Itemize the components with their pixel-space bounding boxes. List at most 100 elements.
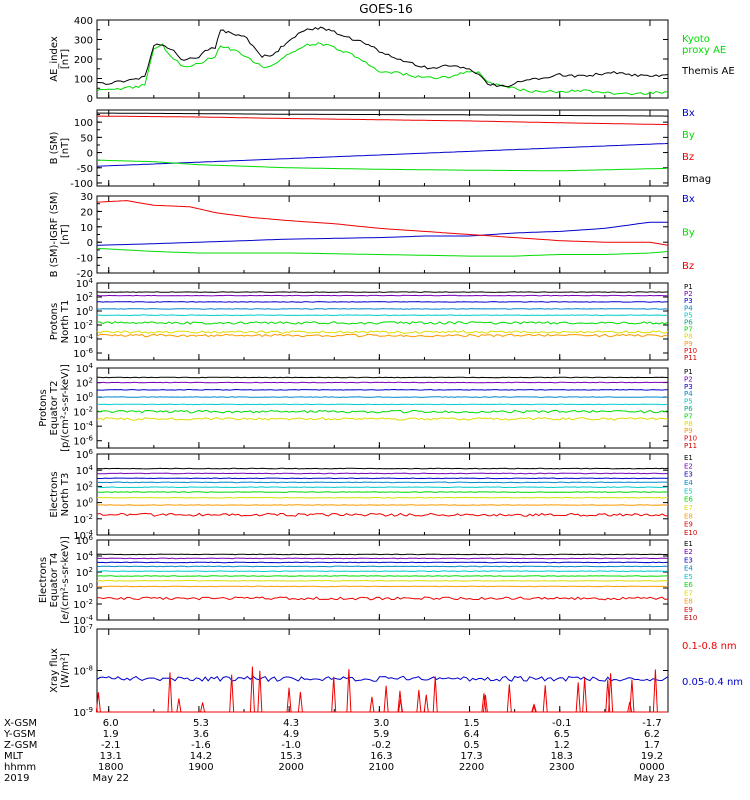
x-row-value: 0.5	[464, 740, 480, 751]
y-tick-label: 10-8	[73, 665, 93, 678]
legend-entry: P6	[684, 405, 693, 413]
y-tick-label: 0	[87, 94, 93, 105]
legend-entry: P5	[684, 311, 693, 319]
legend-entry: E1	[684, 540, 693, 548]
xray-spike	[249, 666, 255, 713]
x-row-value: 1.2	[554, 740, 570, 751]
series-line-e1	[96, 467, 669, 470]
x-row-value: 16.3	[370, 751, 392, 762]
series-line-themis-ae	[96, 26, 669, 88]
y-tick-label: 102	[76, 291, 93, 304]
series-line-p7	[96, 330, 669, 334]
plot-title: GOES-16	[359, 2, 413, 16]
y-tick-label: 102	[76, 377, 93, 390]
x-axis-table: X-GSM 6.0 5.3 4.3 3.0 1.5 -0.1 -1.7 Y-GSM 1.9 3.6 4…	[3, 718, 670, 784]
series-line-e6	[96, 575, 669, 577]
legend-entry: P4	[684, 304, 693, 312]
x-row-value: -1.7	[642, 718, 662, 729]
x-row-value: 6.0	[103, 718, 119, 729]
x-row-value: 15.3	[280, 751, 302, 762]
xray-spike	[297, 691, 303, 713]
xray-spike	[383, 685, 389, 713]
xray-spike	[331, 676, 337, 713]
y-tick-label: 100	[76, 582, 93, 595]
series-line-e2	[96, 472, 669, 475]
x-row-value: -1.0	[281, 740, 301, 751]
y-tick-label: -20	[77, 269, 93, 280]
legend-entry: P8	[684, 420, 693, 428]
series-line-e5	[96, 570, 669, 573]
panel-frame	[96, 282, 669, 361]
legend-entry: P11	[684, 442, 697, 450]
legend-entry: P8	[684, 333, 693, 341]
legend-entry: E4	[684, 565, 693, 573]
xray-spike	[95, 692, 101, 713]
panel-frame	[96, 19, 669, 99]
legend-entry: P7	[684, 412, 693, 420]
legend-entry: P11	[684, 354, 697, 362]
y-axis-label: ProtonsEquator T2[p/(cm²-s-sr-keV)]	[38, 364, 71, 452]
y-tick-label: 10	[80, 223, 93, 234]
series-line-e2	[96, 557, 669, 560]
panel-frame	[96, 109, 669, 187]
legend-entry: E10	[684, 529, 697, 537]
y-tick-label: 10-2	[73, 319, 93, 332]
series-line-bz	[97, 115, 669, 126]
x-row-label: Z-GSM	[4, 740, 37, 751]
x-row-value: 1.9	[103, 729, 119, 740]
y-tick-label: 10-9	[73, 706, 93, 719]
y-axis-label: Xray flux[W/m²]	[49, 648, 71, 693]
series-line-p6	[96, 409, 669, 414]
legend-entry: E6	[684, 496, 693, 504]
legend-entry: E3	[684, 471, 693, 479]
legend-entry: 0.05-0.4 nm	[682, 677, 743, 688]
x-row-value: 18.3	[551, 751, 573, 762]
series-line-bx	[96, 221, 668, 246]
legend-entry: E8	[684, 512, 693, 520]
series-line-p4	[96, 308, 669, 310]
series-line-p6	[97, 321, 669, 325]
panel-digrf: -20 -10 0 10 20 30 B (SM)-IGRF (SM)[nT] Bx By Bz	[49, 192, 695, 280]
legend-entry: By	[682, 228, 695, 239]
series-line-p4	[96, 396, 669, 398]
legend-entry: Bmag	[682, 174, 711, 185]
series-line-p5	[97, 314, 669, 317]
legend-entry: E9	[684, 606, 693, 614]
series-line-e9	[96, 596, 669, 601]
series-line-p1	[96, 291, 668, 293]
y-tick-label: 100	[74, 75, 93, 86]
x-row-value: 5.3	[193, 718, 209, 729]
y-tick-label: 100	[76, 305, 93, 318]
x-row-value: 6.4	[464, 729, 480, 740]
y-tick-label: 400	[74, 16, 93, 27]
x-row-value: 1.5	[464, 718, 480, 729]
x-row-value: -1.6	[191, 740, 211, 751]
x-row-value: 1.7	[644, 740, 660, 751]
series-line-e8	[97, 585, 669, 588]
y-tick-label: 100	[76, 391, 93, 404]
legend-entry: E2	[684, 548, 693, 556]
legend-entry: 0.1-0.8 nm	[682, 641, 737, 652]
legend-entry: P1	[684, 368, 693, 376]
series-line-e3	[97, 477, 669, 480]
x-row-value: 5.9	[373, 729, 389, 740]
series-line-e4	[96, 481, 669, 484]
y-tick-label: 102	[76, 480, 93, 493]
panel-frame	[96, 195, 669, 274]
y-tick-label: 200	[74, 55, 93, 66]
y-tick-label: 100	[74, 118, 93, 129]
y-tick-label: 10-7	[73, 623, 93, 636]
legend-entry: E5	[684, 573, 693, 581]
legend-entry: P2	[684, 290, 693, 298]
xray-spike	[652, 669, 658, 713]
xray-spike	[346, 669, 352, 713]
x-row-label: 2019	[4, 773, 29, 784]
y-axis-label: ProtonsNorth T1	[49, 300, 71, 344]
legend-entry: E6	[684, 581, 693, 589]
x-row-value: May 23	[634, 773, 671, 784]
x-row-label: MLT	[4, 751, 24, 762]
